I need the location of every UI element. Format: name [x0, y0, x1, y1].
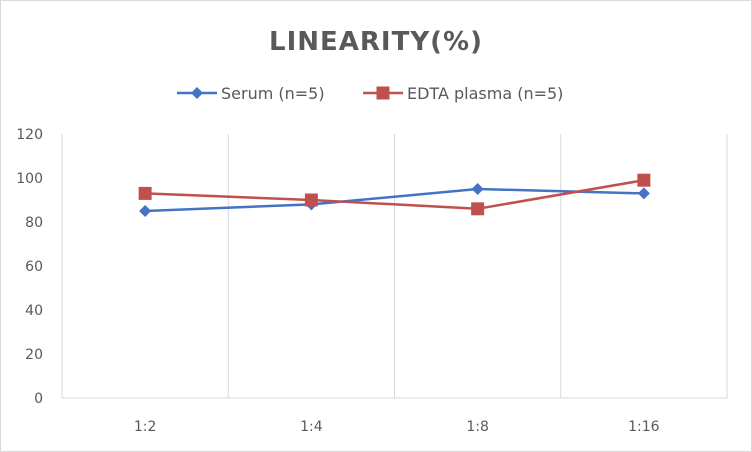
series-1-point	[637, 187, 650, 200]
series-markers	[138, 173, 651, 217]
x-tick-label: 1:16	[628, 419, 660, 435]
legend-label-1: Serum (n=5)	[221, 84, 325, 103]
series-1-point	[139, 205, 152, 217]
legend-marker-2	[376, 86, 390, 100]
grid-lines	[61, 134, 728, 399]
series-2-point	[138, 186, 152, 200]
series-1-point	[471, 183, 484, 195]
legend-label-2: EDTA plasma (n=5)	[407, 84, 563, 103]
y-tick-label: 80	[25, 215, 43, 231]
x-tick-label: 1:4	[300, 419, 323, 435]
x-tick-label: 1:2	[134, 419, 157, 435]
x-tick-label: 1:8	[466, 419, 489, 435]
series-line-1	[145, 187, 644, 213]
y-tick-label: 0	[34, 391, 43, 407]
series-lines	[145, 178, 645, 213]
y-axis: 0 20 40 60 80 100 120	[16, 127, 43, 407]
series-2-point	[637, 173, 651, 187]
y-tick-label: 100	[16, 171, 43, 187]
legend-marker-1	[191, 87, 203, 99]
legend: Serum (n=5) EDTA plasma (n=5)	[177, 84, 563, 103]
y-tick-label: 20	[25, 347, 43, 363]
y-tick-label: 60	[25, 259, 43, 275]
y-tick-label: 40	[25, 303, 43, 319]
series-line-2	[145, 178, 645, 211]
y-tick-label: 120	[16, 127, 43, 143]
x-axis: 1:2 1:4 1:8 1:16	[134, 419, 660, 435]
chart-title: LINEARITY(%)	[269, 27, 483, 57]
series-2-point	[304, 193, 318, 207]
series-2-point	[471, 202, 485, 216]
